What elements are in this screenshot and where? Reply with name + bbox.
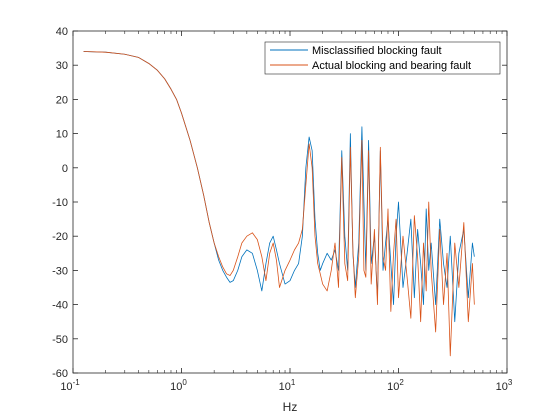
x-tick-label-exp: 1 (291, 378, 296, 387)
y-tick-label: -40 (52, 300, 68, 312)
y-axis-ticks: 40 30 20 10 0 -10 -20 -30 -40 -50 -60 (52, 26, 507, 380)
x-tick-label-base: 10 (496, 381, 508, 393)
x-tick-label-exp: 0 (182, 378, 187, 387)
x-tick-label: 102 (387, 378, 404, 393)
x-tick-label: 100 (170, 378, 187, 393)
y-tick-label: 0 (62, 163, 68, 175)
x-axis-label: Hz (283, 400, 298, 414)
x-tick-label-base: 10 (279, 381, 291, 393)
y-tick-label: -20 (52, 231, 68, 243)
y-tick-label: -60 (52, 368, 68, 380)
x-tick-label-base: 10 (387, 381, 399, 393)
x-tick-label-exp: 2 (399, 378, 404, 387)
axes-box (72, 30, 508, 374)
series-line-actual (83, 51, 475, 357)
x-tick-label-exp: 3 (508, 378, 513, 387)
x-tick-label: 103 (496, 378, 513, 393)
legend-box (264, 41, 501, 75)
series-layer (83, 51, 475, 357)
x-axis-ticks: 10-1 100 101 102 103 (60, 31, 513, 393)
x-tick-label-base: 10 (170, 381, 182, 393)
legend-label-misclassified: Misclassified blocking fault (312, 45, 442, 57)
x-tick-label: 10-1 (60, 378, 80, 393)
y-tick-label: -50 (52, 334, 68, 346)
x-tick-label-exp: -1 (73, 378, 81, 387)
plot-area (73, 31, 507, 373)
x-tick-label-base: 10 (60, 381, 72, 393)
y-tick-label: -30 (52, 265, 68, 277)
y-tick-label: 20 (56, 94, 68, 106)
y-tick-label: -10 (52, 197, 68, 209)
y-tick-label: 10 (56, 129, 68, 141)
legend: Misclassified blocking fault Actual bloc… (264, 41, 501, 75)
x-tick-label: 101 (279, 378, 296, 393)
y-tick-label: 30 (56, 60, 68, 72)
y-tick-label: 40 (56, 26, 68, 38)
legend-label-actual: Actual blocking and bearing fault (312, 60, 471, 72)
